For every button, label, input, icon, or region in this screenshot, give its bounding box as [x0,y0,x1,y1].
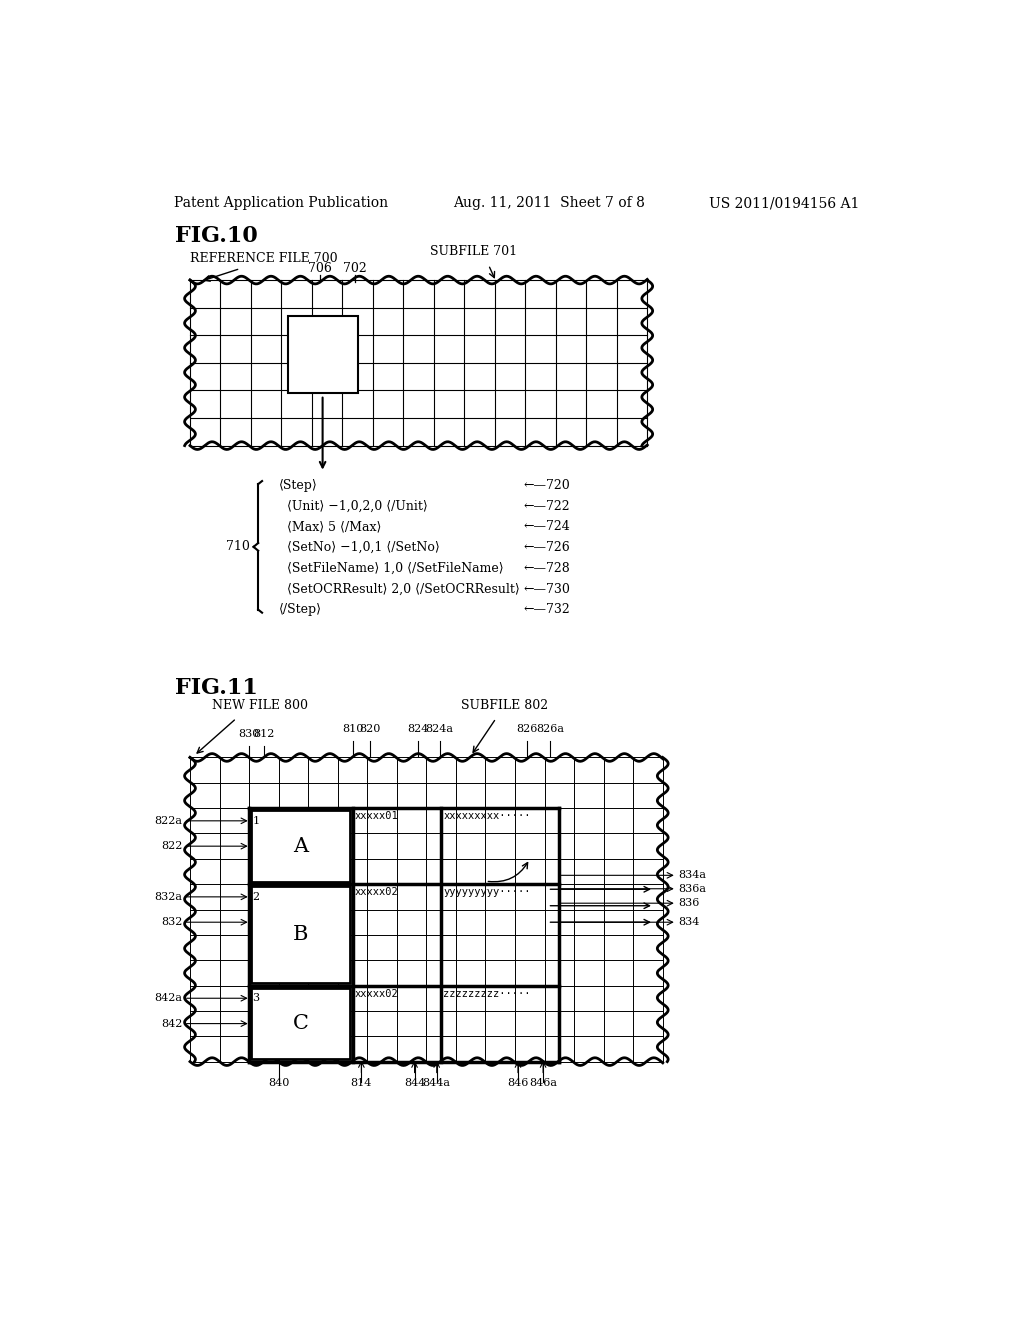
Text: Patent Application Publication: Patent Application Publication [174,197,389,210]
Text: SUBFILE 701: SUBFILE 701 [430,246,517,259]
Text: FIG.10: FIG.10 [174,224,257,247]
Text: 706: 706 [308,261,332,275]
Text: B: B [293,925,308,944]
Text: xxxxxxxxx·····: xxxxxxxxx····· [443,812,531,821]
Text: zzzzzzzzz·····: zzzzzzzzz····· [443,989,531,999]
Text: 826: 826 [516,725,538,734]
Text: 810: 810 [342,725,364,734]
Text: 822a: 822a [155,816,182,826]
Text: 842: 842 [161,1019,182,1028]
Text: 3: 3 [252,993,259,1003]
Text: 822: 822 [161,841,182,851]
Text: ⟨SetOCRResult⟩ 2,0 ⟨/SetOCRResult⟩: ⟨SetOCRResult⟩ 2,0 ⟨/SetOCRResult⟩ [280,582,520,595]
Text: yyyyyyyyy·····: yyyyyyyyy····· [443,887,531,898]
Text: 834a: 834a [678,870,707,880]
Text: ⟨Unit⟩ −1,0,2,0 ⟨/Unit⟩: ⟨Unit⟩ −1,0,2,0 ⟨/Unit⟩ [280,499,428,512]
Text: ←—720: ←—720 [523,479,570,492]
Text: xxxxx02: xxxxx02 [355,887,398,898]
Text: C: C [293,1014,309,1034]
Text: 826a: 826a [537,725,564,734]
Text: ←—722: ←—722 [523,499,570,512]
Text: 844a: 844a [423,1078,451,1088]
Text: ←—726: ←—726 [523,541,570,554]
Text: A: A [293,837,308,855]
Text: ←—732: ←—732 [523,603,570,616]
Text: ←—724: ←—724 [523,520,570,533]
Text: 846: 846 [507,1078,528,1088]
Text: FIG.11: FIG.11 [174,677,257,698]
Text: 844: 844 [403,1078,425,1088]
Bar [288,315,357,393]
Bar [252,887,350,983]
Text: 710: 710 [226,540,250,553]
Bar [252,810,350,882]
Text: 1: 1 [252,816,259,826]
Text: 836: 836 [678,898,699,908]
Text: 834: 834 [678,917,699,927]
Text: ←—730: ←—730 [523,582,570,595]
Text: 832: 832 [161,917,182,927]
Text: SUBFILE 802: SUBFILE 802 [461,700,549,711]
Text: ⟨Step⟩: ⟨Step⟩ [280,479,317,492]
Text: 824: 824 [407,725,428,734]
Bar [252,987,350,1059]
Text: 832a: 832a [155,892,182,902]
Text: ⟨Max⟩ 5 ⟨/Max⟩: ⟨Max⟩ 5 ⟨/Max⟩ [280,520,382,533]
Text: 836a: 836a [678,884,707,894]
Text: ←—728: ←—728 [523,562,570,576]
Text: 830: 830 [239,730,260,739]
Text: 842a: 842a [155,993,182,1003]
Text: REFERENCE FILE 700: REFERENCE FILE 700 [190,252,338,265]
Text: 812: 812 [253,730,274,739]
Text: NEW FILE 800: NEW FILE 800 [212,700,307,711]
Text: xxxxx02: xxxxx02 [355,989,398,999]
Text: 824a: 824a [426,725,454,734]
Text: 840: 840 [268,1078,290,1088]
Text: 702: 702 [343,261,367,275]
Text: ⟨SetNo⟩ −1,0,1 ⟨/SetNo⟩: ⟨SetNo⟩ −1,0,1 ⟨/SetNo⟩ [280,541,440,554]
Text: Aug. 11, 2011  Sheet 7 of 8: Aug. 11, 2011 Sheet 7 of 8 [454,197,645,210]
Text: 814: 814 [350,1078,372,1088]
Text: 846a: 846a [529,1078,557,1088]
Text: 820: 820 [359,725,381,734]
Text: xxxxx01: xxxxx01 [355,812,398,821]
Text: US 2011/0194156 A1: US 2011/0194156 A1 [710,197,859,210]
Text: ⟨SetFileName⟩ 1,0 ⟨/SetFileName⟩: ⟨SetFileName⟩ 1,0 ⟨/SetFileName⟩ [280,562,504,576]
Text: 2: 2 [252,892,259,902]
Text: ⟨/Step⟩: ⟨/Step⟩ [280,603,323,616]
